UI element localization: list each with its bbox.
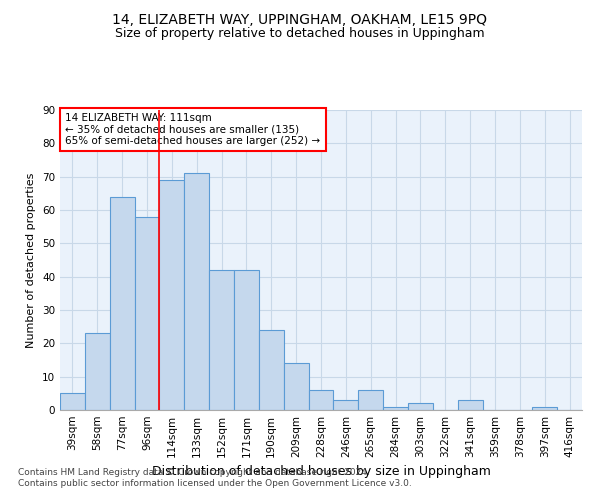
Bar — [308, 390, 334, 410]
Bar — [358, 390, 383, 410]
Bar — [60, 394, 85, 410]
Bar — [110, 196, 134, 410]
Text: Size of property relative to detached houses in Uppingham: Size of property relative to detached ho… — [115, 28, 485, 40]
Bar — [259, 330, 284, 410]
Bar — [234, 270, 259, 410]
Bar — [383, 406, 408, 410]
Bar — [532, 406, 557, 410]
Text: 14 ELIZABETH WAY: 111sqm
← 35% of detached houses are smaller (135)
65% of semi-: 14 ELIZABETH WAY: 111sqm ← 35% of detach… — [65, 113, 320, 146]
Bar — [408, 404, 433, 410]
Bar — [134, 216, 160, 410]
Bar — [458, 400, 482, 410]
Bar — [184, 174, 209, 410]
Y-axis label: Number of detached properties: Number of detached properties — [26, 172, 37, 348]
Bar — [284, 364, 308, 410]
Bar — [209, 270, 234, 410]
Bar — [334, 400, 358, 410]
Text: 14, ELIZABETH WAY, UPPINGHAM, OAKHAM, LE15 9PQ: 14, ELIZABETH WAY, UPPINGHAM, OAKHAM, LE… — [113, 12, 487, 26]
Text: Contains HM Land Registry data © Crown copyright and database right 2024.
Contai: Contains HM Land Registry data © Crown c… — [18, 468, 412, 487]
Bar — [85, 334, 110, 410]
Bar — [160, 180, 184, 410]
X-axis label: Distribution of detached houses by size in Uppingham: Distribution of detached houses by size … — [152, 466, 490, 478]
